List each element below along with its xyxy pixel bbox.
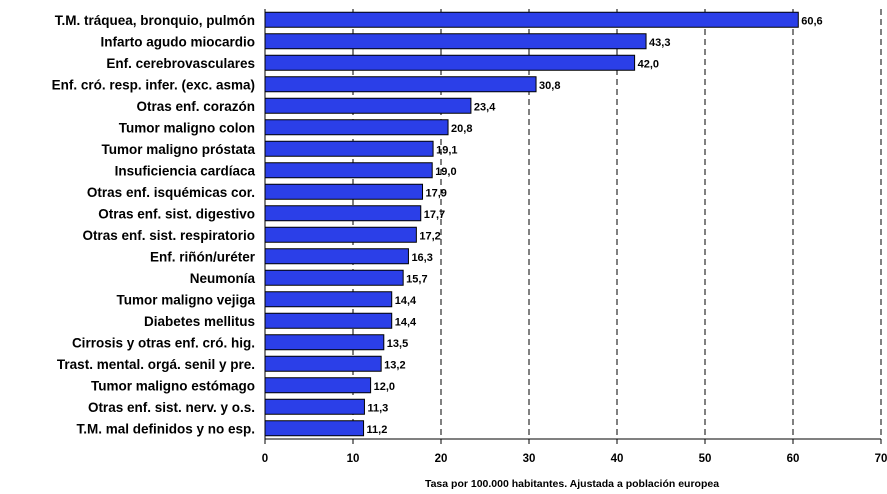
- category-label: Tumor maligno estómago: [91, 378, 255, 393]
- bar: [264, 11, 799, 28]
- bars: [264, 11, 799, 437]
- x-tick-label: 30: [523, 453, 536, 465]
- value-label: 17,2: [419, 230, 440, 242]
- value-label: 19,1: [436, 144, 457, 156]
- category-label: T.M. mal definidos y no esp.: [76, 421, 255, 436]
- category-label: Enf. cró. resp. infer. (exc. asma): [52, 77, 255, 92]
- bar: [264, 76, 537, 93]
- category-label: Tumor maligno colon: [119, 120, 255, 135]
- bar: [264, 377, 372, 394]
- bar: [264, 248, 409, 265]
- value-label: 12,0: [374, 381, 395, 393]
- category-label: Diabetes mellitus: [144, 314, 255, 329]
- value-label: 42,0: [638, 58, 659, 70]
- category-label: Trast. mental. orgá. senil y pre.: [57, 357, 255, 372]
- category-label: Enf. riñón/uréter: [150, 249, 256, 264]
- category-label: Tumor maligno próstata: [101, 142, 255, 157]
- bar: [264, 33, 647, 50]
- x-axis: 0 10 20 30 40 50 60 70: [262, 9, 887, 465]
- bar: [264, 312, 393, 329]
- value-label: 43,3: [649, 37, 670, 49]
- value-label: 11,3: [367, 402, 388, 414]
- x-tick-label: 10: [347, 453, 360, 465]
- bar: [264, 398, 365, 415]
- x-tick-label: 0: [262, 453, 268, 465]
- value-label: 15,7: [406, 273, 427, 285]
- category-label: Insuficiencia cardíaca: [115, 163, 256, 178]
- category-label: Otras enf. sist. digestivo: [98, 206, 255, 221]
- value-label: 23,4: [474, 101, 496, 113]
- value-label: 60,6: [801, 15, 822, 27]
- bar: [264, 226, 417, 243]
- value-label: 13,5: [387, 338, 408, 350]
- bar: [264, 162, 433, 179]
- category-labels: T.M. tráquea, bronquio, pulmón Infarto ag…: [52, 13, 256, 437]
- bar: [264, 205, 422, 222]
- bar: [264, 54, 636, 71]
- value-label: 13,2: [384, 359, 405, 371]
- bar: [264, 355, 382, 372]
- category-label: T.M. tráquea, bronquio, pulmón: [55, 13, 255, 28]
- category-label: Otras enf. sist. nerv. y o.s.: [88, 400, 255, 415]
- category-label: Neumonía: [190, 271, 256, 286]
- x-tick-label: 70: [875, 453, 887, 465]
- category-label: Enf. cerebrovasculares: [106, 56, 255, 71]
- value-label: 14,4: [395, 295, 417, 307]
- value-label: 30,8: [539, 80, 560, 92]
- bar: [264, 183, 424, 200]
- x-tick-label: 40: [611, 453, 624, 465]
- category-label: Otras enf. sist. respiratorio: [82, 228, 255, 243]
- value-label: 17,7: [424, 209, 445, 221]
- gridlines: [352, 9, 882, 439]
- x-tick-label: 20: [435, 453, 448, 465]
- category-label: Cirrosis y otras enf. cró. hig.: [72, 335, 255, 350]
- category-label: Infarto agudo miocardio: [100, 34, 255, 49]
- value-label: 16,3: [411, 252, 432, 264]
- value-labels: 60,6 43,3 42,0 30,8 23,420,8 19,1 19,0 17,9 17,7…: [367, 15, 823, 436]
- bar: [264, 119, 449, 136]
- value-label: 19,0: [435, 166, 456, 178]
- bar: [264, 334, 385, 351]
- bar: [264, 269, 404, 286]
- x-axis-title: Tasa por 100.000 habitantes. Ajustada a …: [425, 478, 719, 490]
- value-label: 17,9: [426, 187, 447, 199]
- bar: [264, 420, 365, 437]
- bar: [264, 97, 472, 114]
- value-label: 11,2: [367, 424, 388, 436]
- value-label: 14,4: [395, 316, 417, 328]
- bar: [264, 291, 393, 308]
- category-label: Tumor maligno vejiga: [116, 292, 255, 307]
- bar: [264, 140, 434, 157]
- category-label: Otras enf. corazón: [136, 99, 255, 114]
- x-tick-label: 60: [787, 453, 800, 465]
- value-label: 20,8: [451, 123, 472, 135]
- x-tick-label: 50: [699, 453, 712, 465]
- category-label: Otras enf. isquémicas cor.: [87, 185, 255, 200]
